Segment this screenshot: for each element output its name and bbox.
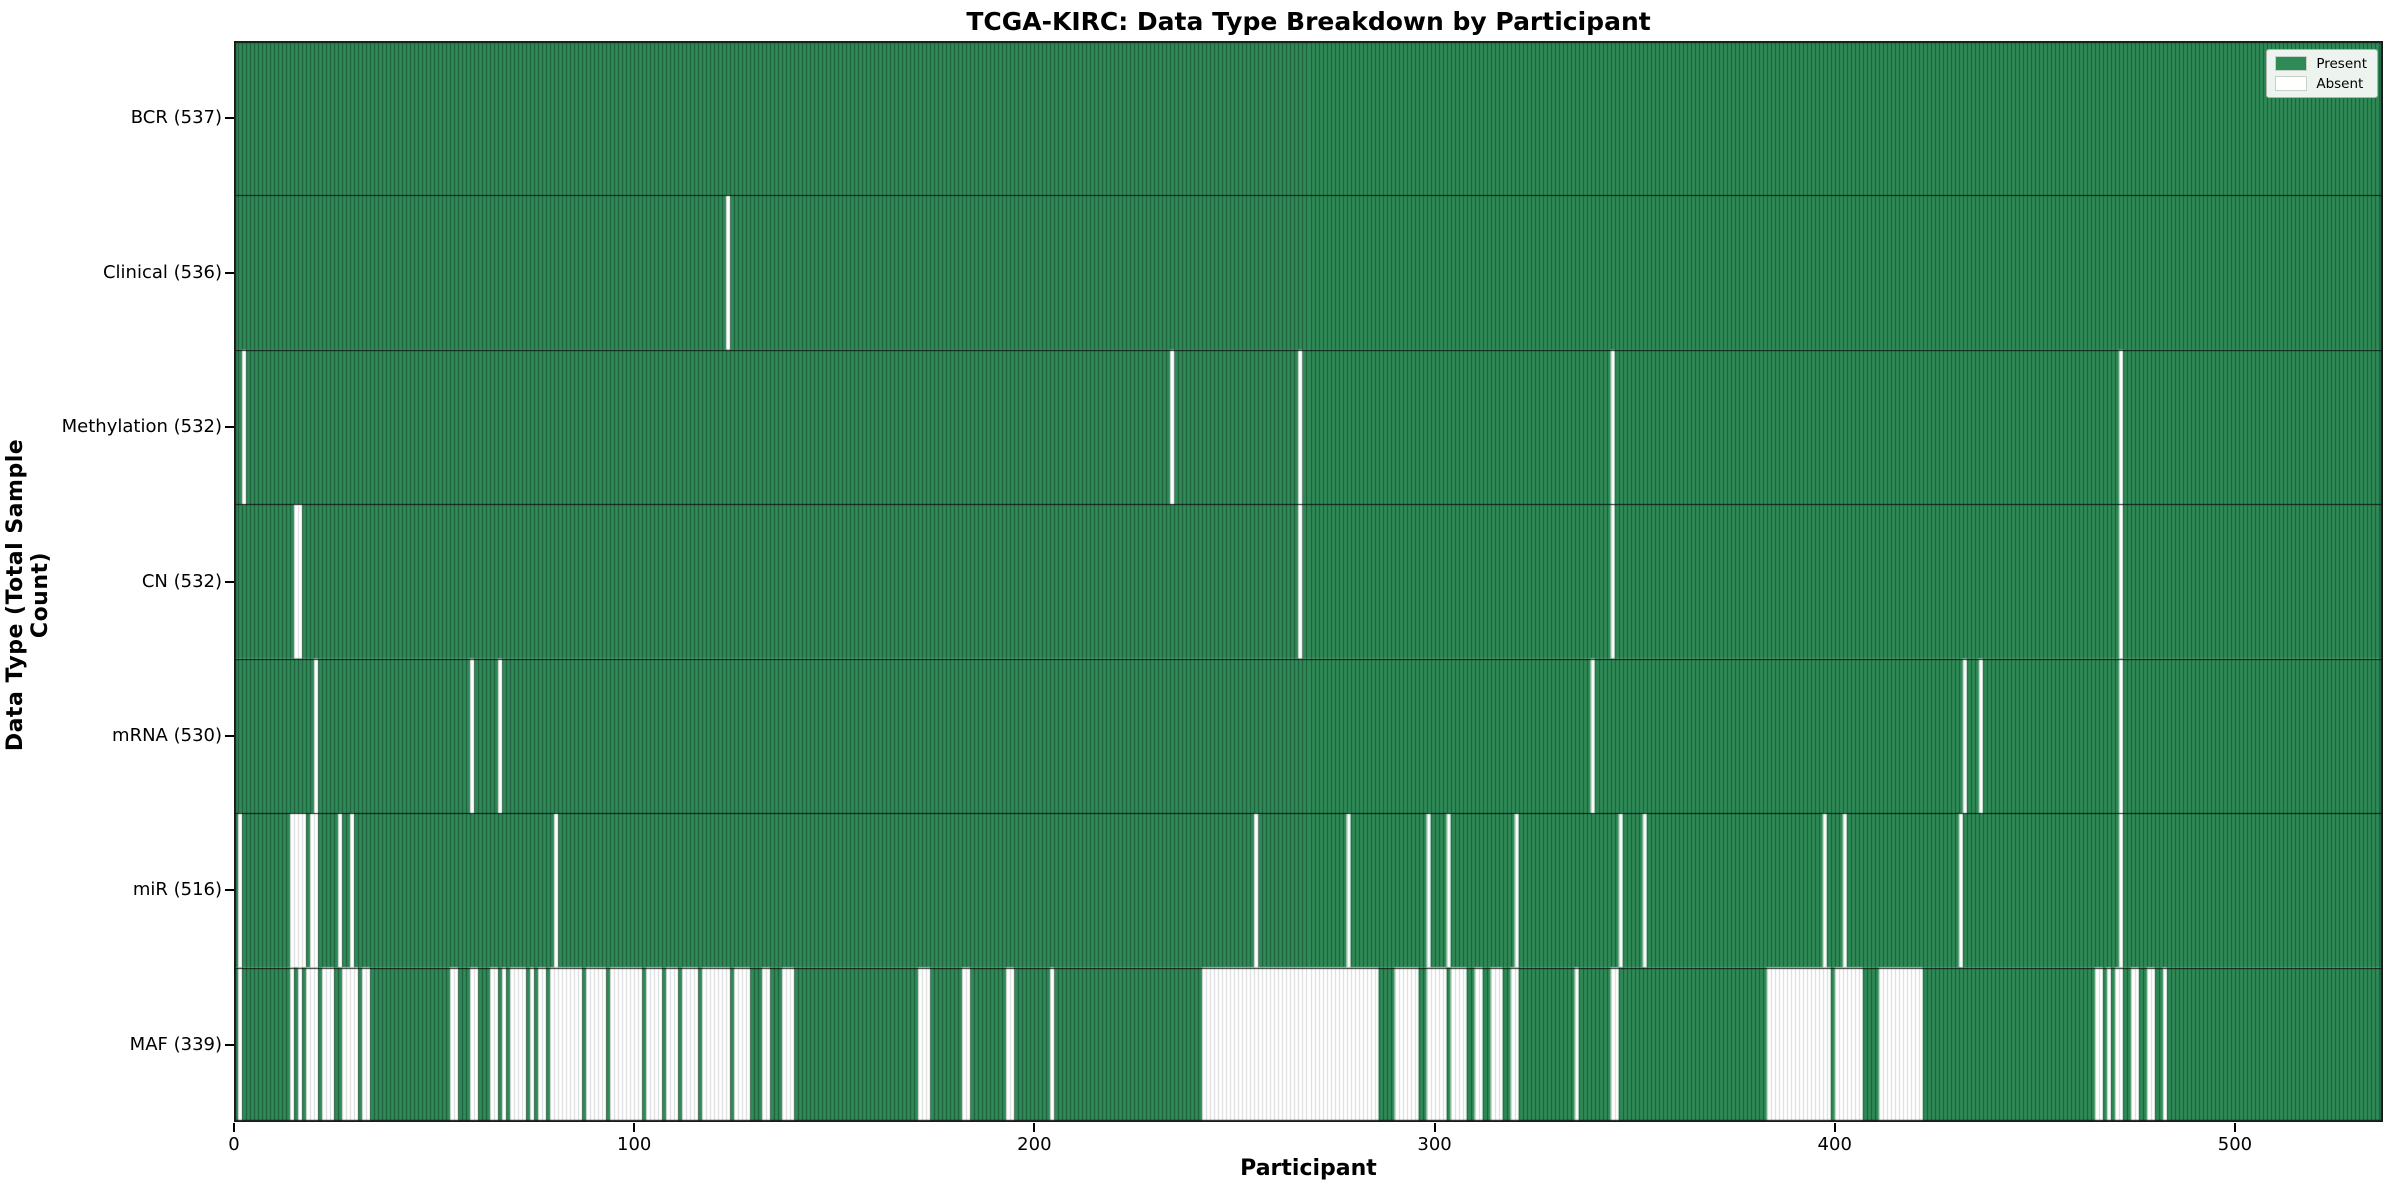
x-tick-label: 500	[2217, 1134, 2253, 1155]
y-tick-label: MAF (339)	[129, 1033, 222, 1055]
x-tick-mark	[633, 1123, 636, 1132]
legend-swatch-present	[2275, 56, 2308, 71]
y-tick-mark	[225, 734, 234, 737]
heatmap-canvas	[234, 41, 2383, 1122]
x-tick-mark	[1033, 1123, 1036, 1132]
legend-label: Present	[2316, 55, 2367, 72]
legend-entry: Present	[2275, 56, 2367, 71]
legend-label: Absent	[2316, 75, 2364, 92]
x-axis-label: Participant	[1240, 1156, 1377, 1181]
x-tick-label: 400	[1817, 1134, 1852, 1155]
y-tick-label: CN (532)	[141, 570, 222, 592]
x-tick-mark	[233, 1123, 235, 1132]
y-tick-mark	[225, 580, 234, 583]
x-tick-label: 0	[228, 1134, 240, 1155]
x-tick-label: 100	[616, 1134, 652, 1155]
y-tick-label: Methylation (532)	[61, 416, 222, 438]
x-tick-label: 200	[1017, 1134, 1052, 1155]
chart-title: TCGA-KIRC: Data Type Breakdown by Partic…	[966, 7, 1651, 36]
x-tick-mark	[1833, 1123, 1836, 1132]
x-tick-mark	[2233, 1123, 2236, 1132]
legend: Present Absent	[2266, 49, 2378, 98]
x-tick-mark	[1433, 1123, 1436, 1132]
x-tick-label: 300	[1417, 1134, 1452, 1155]
y-tick-mark	[225, 1043, 234, 1046]
y-tick-mark	[225, 117, 234, 120]
y-tick-mark	[225, 426, 234, 429]
y-tick-label: BCR (537)	[130, 107, 222, 129]
y-tick-label: Clinical (536)	[102, 261, 222, 283]
y-tick-mark	[225, 271, 234, 274]
y-tick-label: mRNA (530)	[112, 724, 222, 746]
legend-entry: Absent	[2275, 76, 2367, 91]
y-tick-label: miR (516)	[132, 879, 222, 901]
legend-swatch-absent	[2275, 76, 2308, 91]
y-axis-label: Data Type (Total Sample Count)	[3, 438, 53, 752]
y-tick-mark	[225, 889, 234, 892]
